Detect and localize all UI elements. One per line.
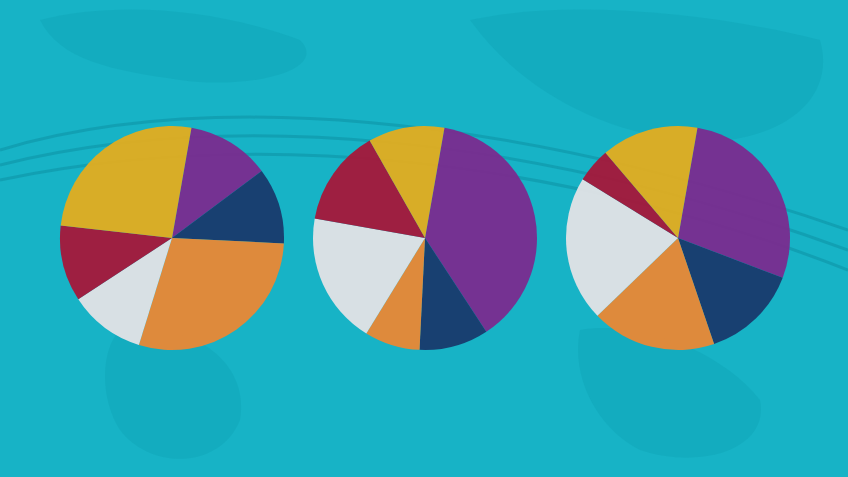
pie-chart — [60, 126, 284, 350]
canvas — [0, 0, 848, 477]
map-shape — [40, 10, 306, 83]
pie-chart — [566, 126, 790, 350]
pie-slice — [313, 219, 425, 334]
background — [0, 0, 848, 477]
pie-slice — [60, 226, 172, 300]
decoration — [0, 10, 848, 459]
pie-chart — [313, 126, 537, 350]
pie-slice — [420, 238, 487, 350]
pie-slice — [605, 126, 697, 238]
map-shape — [470, 10, 823, 142]
pie-slice — [61, 126, 192, 238]
pie-slice — [370, 126, 445, 238]
pie-slice — [172, 171, 284, 244]
